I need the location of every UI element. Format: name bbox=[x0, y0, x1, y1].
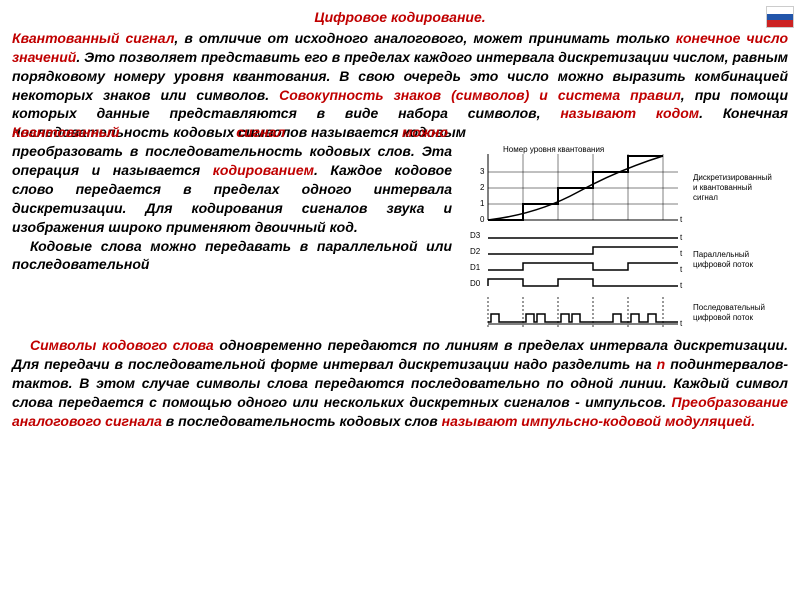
svg-text:0: 0 bbox=[480, 215, 485, 224]
middle-section: преобразовать в последовательность кодов… bbox=[12, 142, 788, 342]
quantization-diagram: Номер уровня квантования 3 2 1 0 t Дискр… bbox=[458, 142, 788, 342]
term-called-code: называют кодом bbox=[560, 105, 699, 121]
term-system-of-signs: Совокупность знаков (символов) и система… bbox=[279, 87, 681, 103]
flag-icon bbox=[766, 6, 794, 28]
svg-text:2: 2 bbox=[480, 183, 485, 192]
term-pcm: называют импульсно-кодовой модуляцией. bbox=[442, 413, 755, 429]
legend-2: Параллельныйцифровой поток bbox=[693, 250, 753, 269]
svg-text:D3: D3 bbox=[470, 231, 481, 240]
svg-text:3: 3 bbox=[480, 167, 485, 176]
paragraph-3: Кодовые слова можно передавать в паралле… bbox=[12, 237, 452, 275]
svg-text:D0: D0 bbox=[470, 279, 481, 288]
svg-text:D2: D2 bbox=[470, 247, 481, 256]
term-n: n bbox=[657, 356, 666, 372]
term-quantized-signal: Квантованный сигнал bbox=[12, 30, 174, 46]
axis-label: Номер уровня квантования bbox=[503, 145, 604, 154]
svg-text:D1: D1 bbox=[470, 263, 481, 272]
paragraph-2: преобразовать в последовательность кодов… bbox=[12, 142, 452, 236]
svg-text:1: 1 bbox=[480, 199, 485, 208]
paragraph-4: Символы кодового слова одновременно пере… bbox=[12, 336, 788, 430]
term-coding: кодированием bbox=[213, 162, 314, 178]
page-title: Цифровое кодирование. bbox=[12, 8, 788, 27]
term-codeword-symbols: Символы кодового слова bbox=[30, 337, 214, 353]
